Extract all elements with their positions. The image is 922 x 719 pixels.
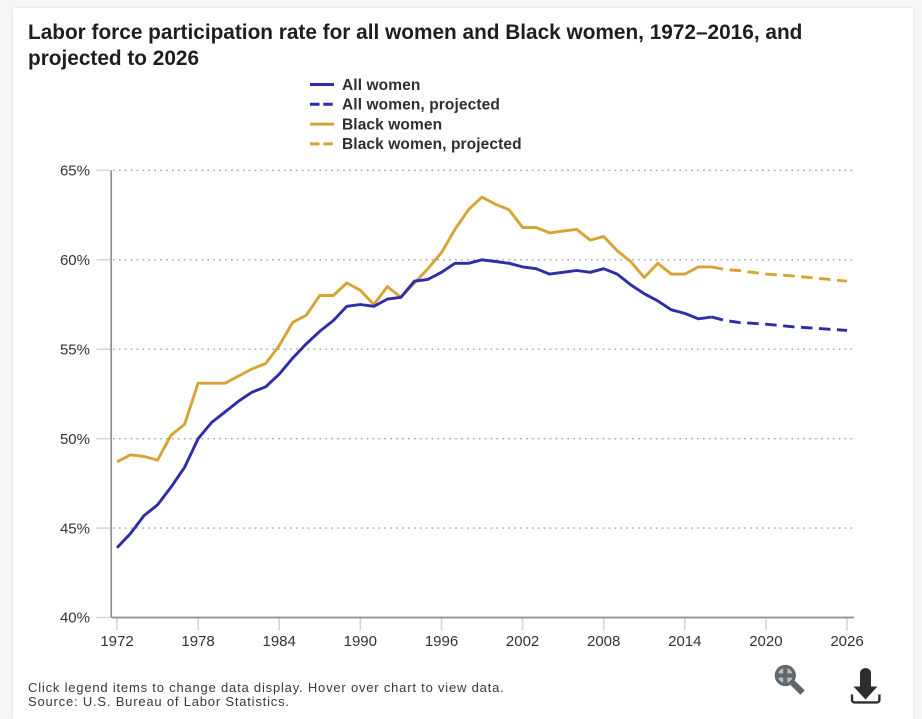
svg-text:2008: 2008: [587, 633, 620, 650]
svg-text:1990: 1990: [344, 633, 377, 650]
svg-text:All women, projected: All women, projected: [342, 97, 500, 114]
svg-text:60%: 60%: [60, 252, 90, 269]
svg-text:2002: 2002: [506, 633, 539, 650]
svg-text:65%: 65%: [60, 163, 90, 180]
svg-text:45%: 45%: [60, 520, 90, 537]
svg-text:2020: 2020: [749, 633, 782, 650]
svg-text:All women: All women: [342, 77, 420, 94]
svg-text:2014: 2014: [668, 633, 701, 650]
svg-text:2026: 2026: [830, 633, 863, 650]
svg-text:1984: 1984: [263, 633, 296, 650]
svg-text:1972: 1972: [100, 633, 133, 650]
svg-text:Black women, projected: Black women, projected: [342, 136, 522, 153]
svg-text:40%: 40%: [60, 610, 90, 627]
svg-text:50%: 50%: [60, 431, 90, 448]
svg-text:Black women: Black women: [342, 116, 442, 133]
svg-text:1978: 1978: [181, 633, 214, 650]
svg-text:1996: 1996: [425, 633, 458, 650]
svg-text:55%: 55%: [60, 341, 90, 358]
